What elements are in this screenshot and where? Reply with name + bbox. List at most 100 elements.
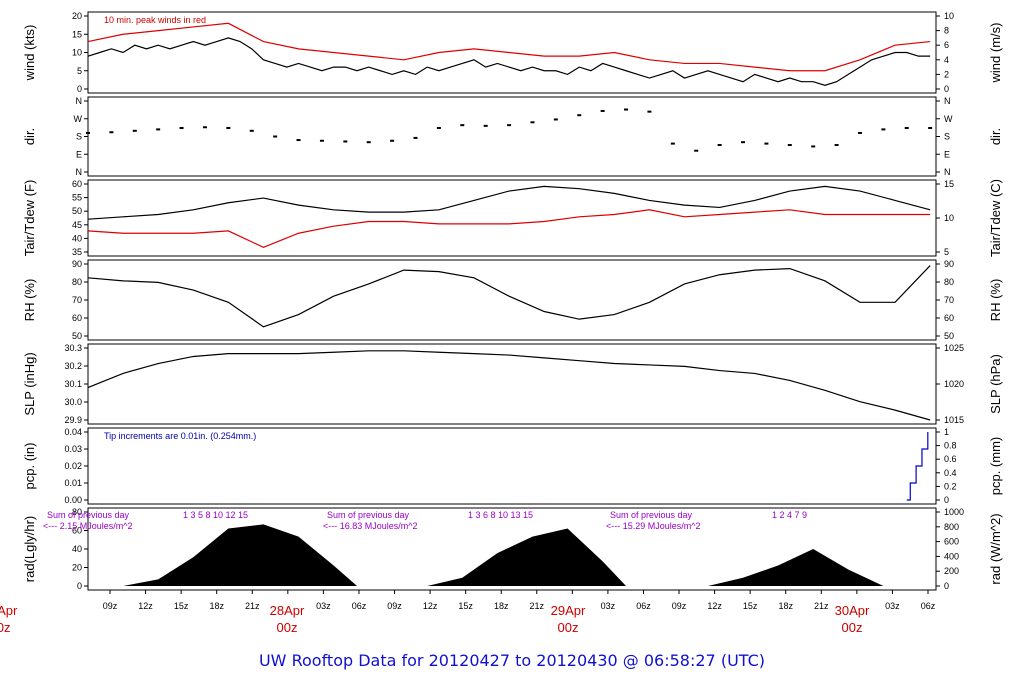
y-tick-label-left: 0.02	[64, 461, 82, 471]
radiation-sum-label: Sum of previous day	[47, 510, 130, 520]
y-label-right: wind (m/s)	[988, 23, 1003, 84]
wind-direction-point	[670, 142, 675, 145]
date-label: 30Apr	[835, 603, 870, 618]
y-tick-label-left: 50	[72, 331, 82, 341]
series-line-1	[87, 22, 931, 72]
y-tick-label-right: 0	[944, 84, 949, 94]
wind-direction-point	[390, 139, 395, 142]
x-tick-label: 15z	[743, 601, 758, 611]
series-line-0	[87, 37, 931, 86]
y-tick-label-right: 1025	[944, 343, 964, 353]
y-label-right: pcp. (mm)	[988, 437, 1003, 496]
radiation-hour-marks: 1 3 6 8 10 13 15	[468, 510, 533, 520]
panel-frame	[87, 259, 937, 341]
wind-direction-point	[366, 141, 371, 144]
y-tick-label-left: 80	[72, 277, 82, 287]
y-tick-label-left: 5	[77, 66, 82, 76]
y-tick-label-right: 0	[944, 581, 949, 591]
x-tick-label: 12z	[423, 601, 438, 611]
x-tick-label: 03z	[601, 601, 616, 611]
y-tick-label-right: 4	[944, 55, 949, 65]
y-tick-label-left: 20	[72, 563, 82, 573]
date-label: 27Apr	[0, 603, 18, 618]
y-tick-label-right: 0.4	[944, 468, 957, 478]
wind-direction-point	[507, 124, 512, 127]
y-tick-label-left: 80	[72, 507, 82, 517]
y-tick-label-right: S	[944, 132, 950, 142]
wind-direction-point	[156, 128, 161, 131]
wind-direction-point	[436, 126, 441, 129]
y-tick-label-left: W	[74, 114, 83, 124]
y-tick-label-left: 45	[72, 220, 82, 230]
series-line-0	[87, 265, 931, 328]
x-tick-label: 03z	[316, 601, 331, 611]
wind-direction-point	[741, 141, 746, 144]
radiation-sum-value: <--- 16.83 MJoules/m^2	[323, 521, 418, 531]
y-label-right: Tair/Tdew (C)	[988, 179, 1003, 257]
y-tick-label-right: 10	[944, 11, 954, 21]
y-label-right: dir.	[988, 128, 1003, 145]
x-tick-label: 12z	[707, 601, 722, 611]
y-tick-label-right: N	[944, 96, 951, 106]
y-tick-label-right: 8	[944, 26, 949, 36]
y-tick-label-right: 400	[944, 551, 959, 561]
wind-direction-point	[179, 126, 184, 129]
wind-direction-point	[811, 145, 816, 148]
y-tick-label-left: 0.00	[64, 495, 82, 505]
wind-direction-point	[249, 129, 254, 132]
wind-direction-point	[904, 126, 909, 129]
y-tick-label-left: N	[76, 96, 83, 106]
y-tick-label-right: 60	[944, 313, 954, 323]
y-tick-label-right: 200	[944, 566, 959, 576]
x-tick-label: 06z	[921, 601, 936, 611]
y-tick-label-left: 20	[72, 11, 82, 21]
x-tick-label: 09z	[387, 601, 402, 611]
x-tick-label: 09z	[103, 601, 118, 611]
y-tick-label-left: 10	[72, 48, 82, 58]
y-label-right: RH (%)	[988, 279, 1003, 322]
y-tick-label-right: 1015	[944, 415, 964, 425]
series-line-0	[906, 432, 929, 501]
y-tick-label-right: 90	[944, 259, 954, 269]
y-tick-label-right: 1	[944, 427, 949, 437]
y-tick-label-right: 80	[944, 277, 954, 287]
x-tick-label: 12z	[138, 601, 153, 611]
y-label-left: rad(Lgly/hr)	[22, 516, 37, 582]
y-tick-label-left: 40	[72, 233, 82, 243]
y-tick-label-left: 30.1	[64, 379, 82, 389]
y-label-right: rad (W/m^2)	[988, 513, 1003, 584]
radiation-area	[123, 524, 884, 586]
y-tick-label-left: 0.03	[64, 444, 82, 454]
wind-direction-point	[717, 144, 722, 147]
y-tick-label-right: 70	[944, 295, 954, 305]
y-tick-label-right: 0	[944, 495, 949, 505]
date-label: 28Apr	[270, 603, 305, 618]
wind-direction-point	[647, 110, 652, 113]
series-line-1	[87, 209, 931, 248]
y-tick-label-left: 55	[72, 193, 82, 203]
x-tick-label: 15z	[458, 601, 473, 611]
y-tick-label-left: 29.9	[64, 415, 82, 425]
y-tick-label-left: S	[76, 132, 82, 142]
wind-direction-point	[928, 126, 933, 129]
panel-annotation: 10 min. peak winds in red	[104, 15, 206, 25]
wind-direction-point	[530, 121, 535, 124]
y-tick-label-right: W	[944, 114, 953, 124]
y-tick-label-right: 2	[944, 69, 949, 79]
radiation-hour-marks: 1 2 4 7 9	[772, 510, 807, 520]
wind-direction-point	[624, 108, 629, 111]
y-tick-label-right: E	[944, 149, 950, 159]
wind-direction-point	[694, 149, 699, 152]
x-tick-label: 06z	[636, 601, 651, 611]
wind-direction-point	[577, 114, 582, 117]
wind-direction-point	[86, 131, 90, 134]
series-line-0	[87, 185, 931, 220]
wind-direction-point	[296, 139, 301, 142]
x-tick-label: 21z	[530, 601, 545, 611]
y-label-left: Tair/Tdew (F)	[22, 180, 37, 257]
panel-frame	[87, 343, 937, 425]
x-tick-label: 18z	[494, 601, 509, 611]
panel-frame	[87, 179, 937, 257]
radiation-hour-marks: 1 3 5 8 10 12 15	[183, 510, 248, 520]
